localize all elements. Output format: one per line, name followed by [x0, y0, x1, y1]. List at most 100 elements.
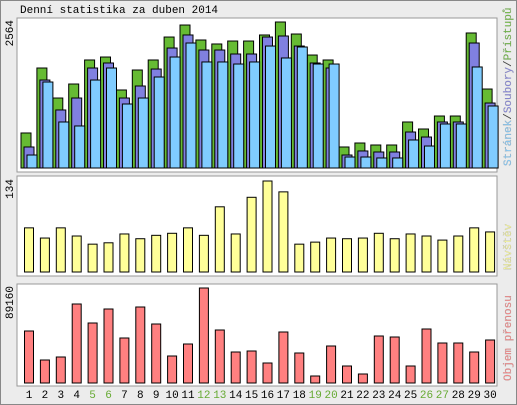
bar: [90, 79, 102, 169]
x-tick-label: 10: [165, 390, 178, 402]
bar: [421, 328, 432, 384]
bar: [39, 359, 50, 384]
bar: [405, 365, 416, 384]
bar: [485, 339, 496, 384]
bar: [262, 180, 273, 273]
x-tick-label: 11: [181, 390, 195, 402]
x-tick-label: 12: [197, 390, 210, 402]
legend-entry: Návštěv: [503, 223, 515, 270]
bar: [71, 235, 82, 273]
bar: [342, 238, 352, 273]
bar: [326, 237, 337, 273]
bar: [453, 342, 464, 384]
bar: [246, 350, 257, 384]
bar: [55, 227, 66, 273]
bar: [278, 191, 289, 273]
bar: [198, 234, 209, 273]
x-tick-label: 1: [26, 390, 33, 402]
x-tick-label: 16: [261, 390, 274, 402]
bar: [153, 76, 165, 169]
bar: [328, 63, 340, 169]
bar: [71, 303, 82, 384]
legend-entry: Stránek: [503, 119, 515, 166]
legend-separator: /: [503, 113, 515, 120]
x-tick-label: 9: [153, 390, 160, 402]
bar: [373, 232, 384, 273]
bar: [121, 103, 133, 169]
bar: [294, 352, 305, 384]
bar: [119, 233, 130, 273]
bar: [342, 365, 352, 384]
chart-title: Denní statistika za duben 2014: [20, 5, 218, 17]
legend: Návštěv: [503, 223, 515, 270]
bar: [42, 81, 54, 169]
y-tick-label: 134: [5, 179, 17, 199]
bar: [249, 61, 261, 169]
y-tick-label: 2564: [5, 20, 17, 47]
bar: [169, 56, 181, 169]
x-tick-label: 28: [452, 390, 465, 402]
x-tick-label: 24: [388, 390, 402, 402]
x-tick-label: 8: [137, 390, 144, 402]
bar: [453, 235, 464, 273]
bar: [344, 156, 356, 169]
bar: [326, 345, 337, 384]
bar: [24, 227, 34, 273]
bar: [437, 239, 448, 273]
bar: [437, 342, 448, 384]
bar: [357, 373, 368, 384]
x-tick-label: 15: [245, 390, 258, 402]
x-tick-label: 13: [213, 390, 226, 402]
x-tick-label: 7: [121, 390, 128, 402]
bar: [469, 351, 480, 384]
bar: [312, 63, 324, 169]
bar: [198, 287, 209, 384]
bar: [439, 123, 451, 169]
bar: [103, 242, 114, 273]
x-tick-label: 29: [468, 390, 481, 402]
bar: [87, 322, 98, 384]
bar: [360, 156, 372, 169]
x-tick-label: 6: [105, 390, 112, 402]
bar: [167, 355, 178, 384]
bar: [405, 233, 416, 273]
x-tick-label: 4: [73, 390, 80, 402]
bar: [135, 306, 146, 384]
bar: [408, 139, 420, 169]
bar: [58, 121, 70, 169]
x-tick-label: 30: [483, 390, 496, 402]
bar: [310, 241, 321, 273]
bar: [183, 227, 193, 273]
bar: [294, 243, 305, 273]
bar: [296, 46, 308, 169]
bar: [103, 308, 114, 384]
bar: [135, 238, 146, 273]
bar: [469, 227, 480, 273]
bar: [217, 61, 229, 169]
bar: [201, 61, 213, 169]
bar: [26, 154, 38, 169]
x-tick-label: 18: [293, 390, 306, 402]
bar: [151, 323, 162, 384]
x-tick-label: 19: [309, 390, 322, 402]
bar: [214, 206, 225, 273]
legend-entry: Přístupů: [502, 8, 515, 61]
bar: [183, 343, 193, 384]
legend-entry: Objem přenosu: [503, 295, 515, 381]
bar: [74, 125, 86, 169]
x-tick-label: 17: [277, 390, 290, 402]
x-tick-label: 23: [372, 390, 385, 402]
x-tick-label: 22: [356, 390, 369, 402]
bar: [246, 196, 257, 273]
bar: [280, 57, 292, 169]
bar: [87, 243, 98, 273]
bar: [151, 234, 162, 273]
bar: [357, 237, 368, 273]
x-tick-label: 3: [57, 390, 64, 402]
x-tick-label: 25: [404, 390, 417, 402]
bar: [24, 330, 34, 384]
bar: [485, 231, 496, 273]
bar: [119, 337, 130, 384]
bar: [265, 45, 276, 169]
